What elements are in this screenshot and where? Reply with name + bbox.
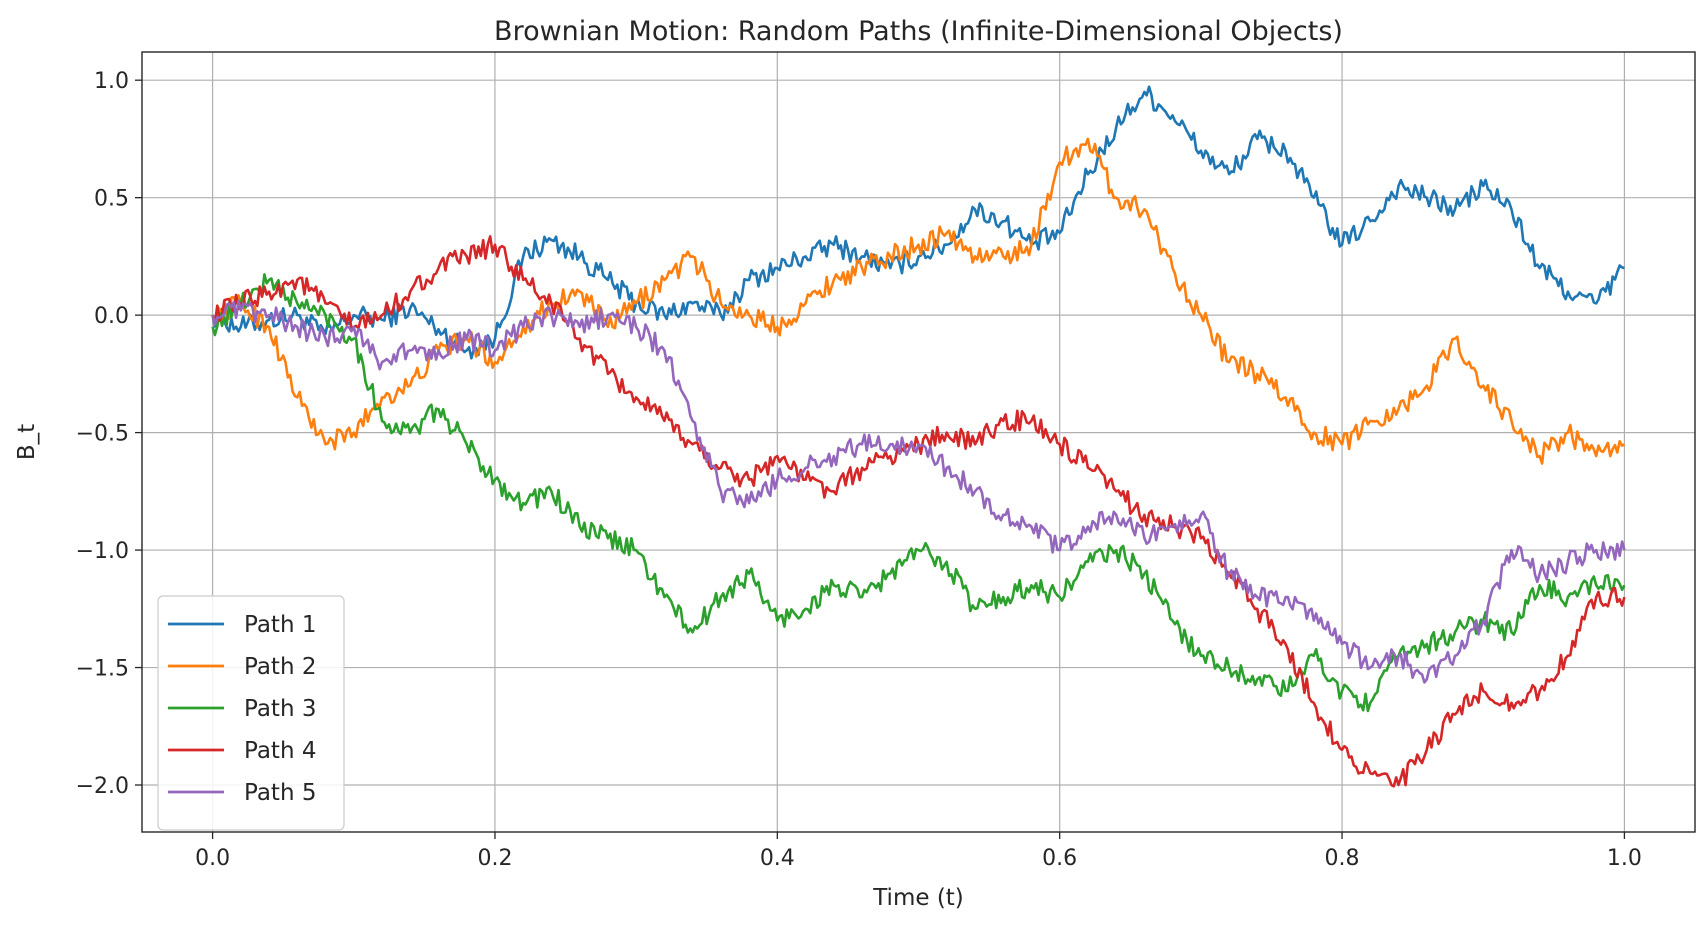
x-tick-label: 0.4 — [760, 846, 795, 871]
x-tick-label: 0.6 — [1042, 846, 1077, 871]
y-tick-label: 0.5 — [94, 187, 129, 212]
series-lines — [211, 85, 1626, 788]
series-line-path-5 — [211, 299, 1626, 684]
y-tick-label: −1.0 — [76, 539, 129, 564]
x-tick-label: 1.0 — [1607, 846, 1642, 871]
y-axis-label: B_t — [14, 424, 40, 460]
x-axis-label: Time (t) — [872, 885, 964, 911]
legend: Path 1 Path 2 Path 3 Path 4 Path 5 — [157, 595, 345, 831]
chart-title: Brownian Motion: Random Paths (Infinite-… — [494, 16, 1343, 47]
legend-label: Path 1 — [244, 612, 316, 638]
x-tick-label: 0.2 — [477, 846, 512, 871]
y-axis-ticks: −2.0 −1.5 −1.0 −0.5 0.0 0.5 1.0 — [76, 69, 142, 799]
legend-label: Path 4 — [244, 738, 316, 764]
y-tick-label: −1.5 — [76, 657, 129, 682]
y-tick-label: 0.0 — [94, 304, 129, 329]
legend-box — [157, 595, 345, 831]
plot-frame — [141, 51, 1696, 833]
y-tick-label: −2.0 — [76, 774, 129, 799]
legend-label: Path 3 — [244, 696, 316, 722]
y-tick-label: −0.5 — [76, 422, 129, 447]
x-tick-label: 0.8 — [1325, 846, 1360, 871]
x-axis-ticks: 0.0 0.2 0.4 0.6 0.8 1.0 — [195, 832, 1642, 871]
grid — [142, 52, 1695, 832]
legend-label: Path 5 — [244, 780, 316, 806]
x-tick-label: 0.0 — [195, 846, 230, 871]
legend-label: Path 2 — [244, 654, 316, 680]
y-tick-label: 1.0 — [94, 69, 129, 94]
